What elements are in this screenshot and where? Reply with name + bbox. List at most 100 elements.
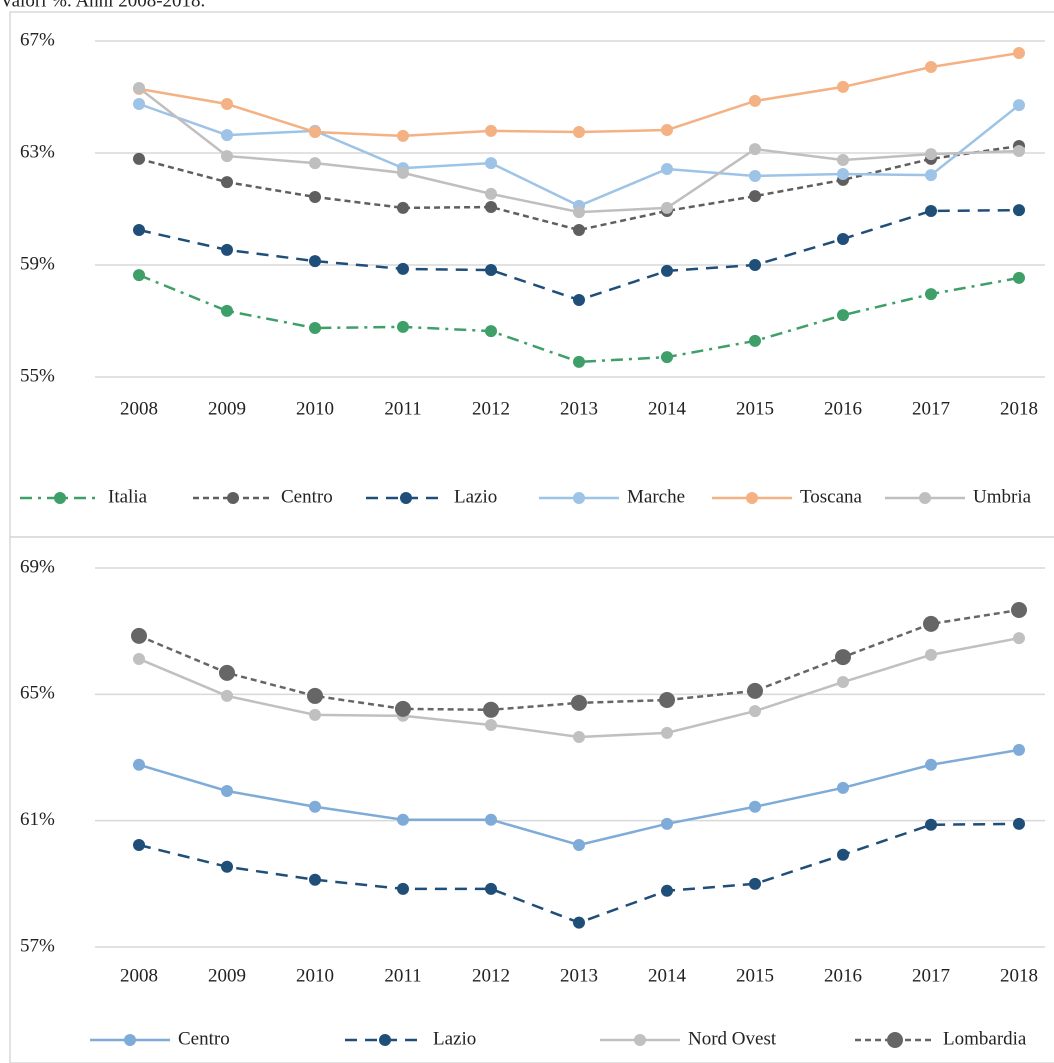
point: [749, 190, 761, 203]
point: [133, 224, 145, 236]
legend-label: Toscana: [800, 486, 863, 507]
point: [397, 320, 409, 333]
point: [307, 687, 323, 704]
point: [1013, 47, 1025, 60]
point: [923, 615, 939, 632]
series-line: [138, 636, 1020, 739]
point: [485, 124, 497, 137]
series-line: [138, 748, 1020, 847]
point: [397, 201, 409, 214]
point: [1013, 204, 1025, 217]
legend-label: Centro: [281, 486, 333, 507]
point: [573, 206, 585, 219]
point: [837, 309, 849, 322]
legend-label: Nord Ovest: [688, 1028, 777, 1049]
point: [925, 818, 937, 831]
legend-label: Lazio: [454, 486, 497, 507]
legend-marker: [227, 492, 239, 504]
point: [837, 168, 849, 180]
x-tick-label: 2010: [296, 965, 334, 986]
point: [309, 322, 321, 334]
y-tick-label: 65%: [20, 683, 55, 704]
legend-label: Lazio: [433, 1028, 476, 1049]
point: [573, 730, 585, 743]
point: [131, 627, 147, 644]
x-tick-label: 2014: [648, 398, 687, 419]
point: [485, 325, 497, 338]
point: [485, 187, 497, 200]
point: [749, 800, 761, 813]
point: [925, 61, 937, 74]
x-tick-label: 2009: [208, 965, 246, 986]
x-tick-label: 2011: [384, 398, 421, 419]
legend-marker: [919, 492, 931, 504]
point: [837, 80, 849, 93]
point: [133, 269, 145, 282]
point: [573, 916, 585, 929]
legend-label: Lombardia: [943, 1028, 1027, 1049]
series-line: [138, 273, 1020, 364]
point: [219, 664, 235, 681]
point: [397, 129, 409, 142]
point: [925, 288, 937, 301]
legend-marker: [634, 1034, 646, 1046]
y-tick-label: 61%: [20, 809, 55, 830]
point: [221, 304, 233, 317]
y-tick-label: 57%: [20, 935, 55, 956]
x-tick-label: 2016: [824, 965, 862, 986]
point: [397, 813, 409, 826]
point: [221, 243, 233, 256]
point: [573, 126, 585, 138]
point: [485, 201, 497, 214]
point: [485, 264, 497, 277]
point: [221, 689, 233, 702]
point: [837, 154, 849, 166]
x-tick-label: 2018: [1000, 965, 1038, 986]
point: [397, 882, 409, 895]
legend-marker: [124, 1034, 136, 1046]
point: [133, 652, 145, 665]
point: [221, 784, 233, 797]
x-tick-label: 2014: [648, 965, 687, 986]
point: [221, 860, 233, 873]
point: [309, 190, 321, 203]
point: [925, 169, 937, 182]
legend-marker: [400, 492, 412, 504]
x-tick-label: 2008: [120, 965, 158, 986]
point: [1013, 99, 1025, 112]
point: [1011, 602, 1027, 619]
y-tick-label: 63%: [20, 141, 55, 162]
point: [837, 848, 849, 861]
point: [485, 718, 497, 731]
subtitle: Valori %. Anni 2008-2018.: [0, 0, 205, 11]
point: [925, 148, 937, 161]
point: [397, 262, 409, 275]
point: [1013, 743, 1025, 756]
point: [309, 800, 321, 813]
point: [571, 694, 587, 711]
series-line: [138, 208, 1020, 302]
point: [747, 682, 763, 699]
point: [749, 169, 761, 182]
point: [221, 98, 233, 110]
x-tick-label: 2017: [912, 398, 950, 419]
point: [133, 758, 145, 771]
x-tick-label: 2012: [472, 398, 510, 419]
point: [1013, 145, 1025, 158]
point: [221, 129, 233, 142]
series-line: [138, 87, 1020, 214]
point: [309, 708, 321, 721]
point: [1013, 817, 1025, 830]
point: [661, 201, 673, 214]
x-tick-label: 2016: [824, 398, 862, 419]
point: [133, 82, 145, 95]
point: [661, 124, 673, 137]
legend-label: Italia: [108, 486, 148, 507]
point: [133, 838, 145, 851]
x-tick-label: 2012: [472, 965, 510, 986]
y-tick-label: 55%: [20, 365, 55, 386]
point: [925, 648, 937, 661]
legend-marker: [746, 492, 758, 504]
x-tick-label: 2015: [736, 965, 774, 986]
